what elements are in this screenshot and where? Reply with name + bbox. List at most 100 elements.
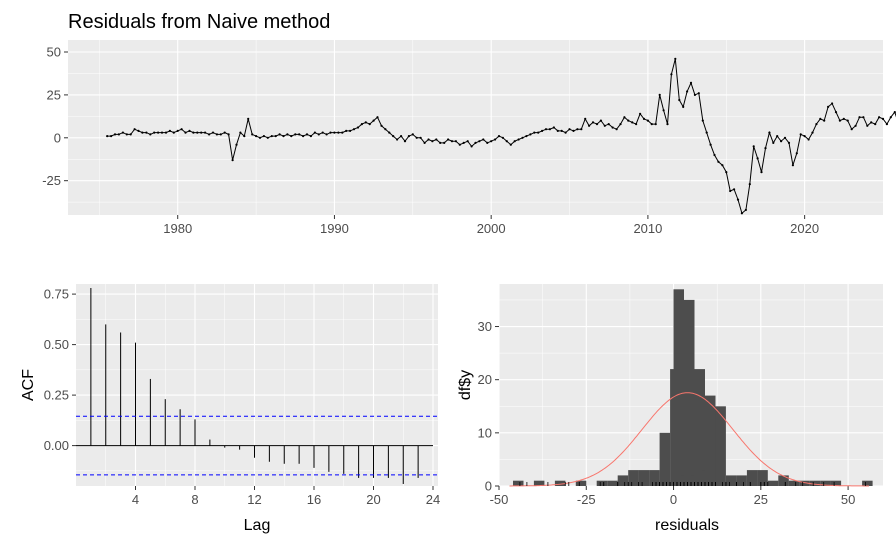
residual-point [505,140,508,143]
residual-point [184,131,187,134]
hist-bar [533,480,545,486]
residual-point [384,128,387,131]
residual-point [341,131,344,134]
residual-point [360,123,363,126]
residual-point [157,131,160,134]
residual-point [552,126,556,129]
residual-point [231,159,234,162]
hist-bar [736,475,747,486]
residual-point [294,133,297,136]
hist-bar [554,480,566,486]
residual-point [396,138,399,141]
residual-point [874,123,877,126]
acf-x-tick-label: 24 [426,492,440,507]
top-x-tick-label: 2010 [633,221,662,236]
residual-point [309,135,312,138]
residual-point [223,131,226,134]
residual-point [721,164,724,167]
residual-point [427,138,430,141]
residual-point [106,135,109,138]
residual-point [603,124,606,127]
residual-point [803,135,806,138]
residual-point [298,133,301,136]
residual-point [113,133,117,136]
residual-point [317,133,320,136]
residual-point [548,128,552,131]
residual-point [117,133,120,136]
residual-point [443,141,446,144]
residual-point [258,136,262,139]
residual-point [525,135,528,138]
residual-point [290,135,293,138]
residual-point [349,129,352,132]
residual-point [850,128,853,131]
residual-point [568,128,571,131]
hist-bar [809,480,821,486]
residual-point [646,119,650,122]
acf-x-tick-label: 4 [132,492,139,507]
residual-point [145,131,148,134]
residual-point [635,123,638,126]
hist-bar [617,475,629,486]
residual-point [302,135,305,138]
residual-point [811,131,814,134]
residual-point [889,116,892,119]
residual-point [776,135,779,138]
residual-point [627,119,630,122]
hist-bar [725,475,737,486]
hist-bar [575,480,587,486]
top-x-tick-label: 2000 [477,221,506,236]
residual-point [744,208,748,211]
residual-point [149,133,152,136]
hist-x-axis-title: residuals [655,517,719,534]
hist-bar [607,480,618,486]
residual-point [748,183,751,186]
residual-point [431,140,434,143]
hist-normal-curve-line [509,392,869,487]
residual-point [642,117,646,120]
residual-point [227,133,230,136]
residual-point [153,131,156,134]
residual-point [521,136,524,139]
residual-point [352,128,356,131]
hist-bar [799,480,810,486]
residual-point [780,140,783,143]
residual-point [866,124,869,127]
acf-y-axis-title: ACF [20,369,37,401]
residual-point [556,129,559,132]
acf-y-tick-label: 0.50 [44,337,69,352]
hist-bar [673,289,684,486]
residual-point [658,93,661,96]
residual-point [768,131,771,134]
hist-y-axis-title: df$y [457,370,474,400]
hist-normal-curve [509,392,869,487]
residual-point [862,116,865,119]
residual-point [388,131,391,134]
residual-point [842,117,845,120]
residual-point [736,198,740,201]
residual-point [709,143,712,146]
hist-bar [659,432,671,486]
top-plot-panel [68,40,883,215]
residual-point [799,133,802,136]
residual-point [619,123,622,126]
residual-point [607,123,610,126]
residual-point [470,145,473,148]
residual-point [415,136,418,139]
residual-point [247,117,250,120]
residual-point [654,123,657,126]
residual-point [325,133,328,136]
residual-point [219,133,222,136]
acf-x-axis-title: Lag [244,517,271,534]
hist-y-tick-label: 20 [478,372,492,387]
residual-point [215,133,218,136]
residual-point [740,212,744,215]
top-x-tick-label: 2020 [790,221,819,236]
residual-point [733,188,736,191]
residual-point [172,131,175,134]
residual-point [787,141,791,144]
residual-point [255,135,258,138]
residual-point [141,131,144,134]
residual-point [243,135,246,138]
